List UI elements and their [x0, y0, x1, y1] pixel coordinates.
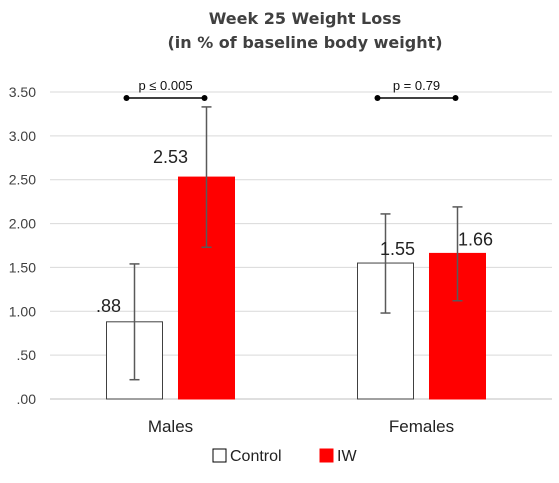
- significance-endpoint: [374, 95, 381, 101]
- data-label: 1.55: [380, 239, 415, 259]
- significance-endpoint: [201, 95, 208, 101]
- data-label: .88: [96, 296, 121, 316]
- p-value-label: p = 0.79: [393, 78, 440, 93]
- x-category-label: Males: [148, 417, 193, 436]
- y-tick-label: 1.00: [9, 303, 36, 319]
- data-label: 2.53: [153, 147, 188, 167]
- y-tick-label: 3.00: [9, 128, 36, 144]
- data-label: 1.66: [458, 229, 493, 249]
- y-tick-label: .50: [17, 347, 37, 363]
- y-tick-label: 2.50: [9, 172, 36, 188]
- y-tick-label: 1.50: [9, 259, 36, 275]
- legend-label-control: Control: [230, 448, 282, 465]
- p-value-label: p ≤ 0.005: [138, 78, 192, 93]
- significance-endpoint: [123, 95, 130, 101]
- chart-subtitle: (in % of baseline body weight): [167, 33, 442, 52]
- chart-title: Week 25 Weight Loss: [209, 9, 402, 28]
- legend-swatch-iw: [319, 448, 334, 463]
- significance-endpoint: [452, 95, 459, 101]
- legend-swatch-control: [212, 448, 227, 463]
- x-category-label: Females: [389, 417, 454, 436]
- legend-label-iw: IW: [337, 448, 357, 465]
- y-tick-label: 2.00: [9, 216, 36, 232]
- y-tick-label: .00: [17, 391, 37, 407]
- y-tick-label: 3.50: [9, 84, 36, 100]
